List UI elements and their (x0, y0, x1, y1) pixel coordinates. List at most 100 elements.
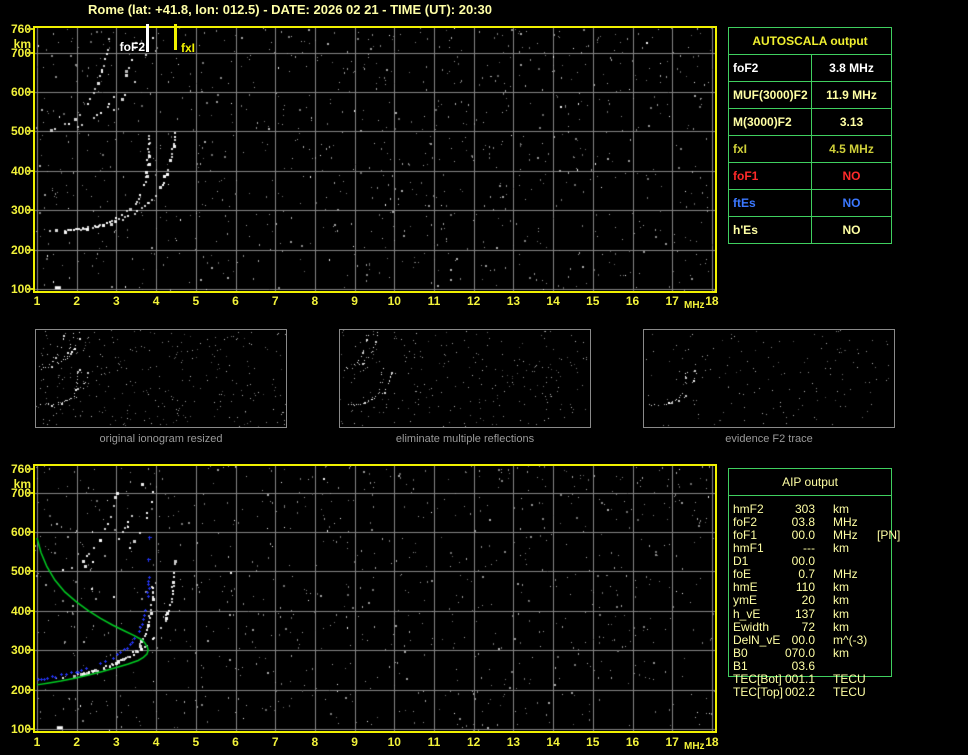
aip-unit: km (833, 645, 850, 660)
aip-row-hmf1: hmF1 --- km (728, 542, 892, 555)
y-axis-tick (27, 468, 33, 470)
fof2-marker-label: foF2 (119, 40, 145, 54)
aip-note: [PN] (877, 528, 901, 543)
parameter-value: NO (842, 196, 861, 210)
aip-row-b0: B0 070.0 km (728, 645, 892, 660)
aip-row-hve: h_vE 137 km (728, 606, 892, 621)
x-axis-label: 5 (192, 735, 200, 749)
aip-label: foE (733, 567, 752, 582)
x-axis-label: 6 (232, 294, 239, 308)
y-axis-tick (27, 248, 33, 251)
y-axis-label: 700 (10, 45, 31, 60)
x-axis-unit-label: MHz (684, 741, 705, 752)
aip-unit: TECU (833, 671, 866, 686)
aip-row-fof2: foF2 03.8 MHz (728, 516, 892, 529)
y-axis-label: 760 (10, 22, 31, 36)
autoscala-row-m3000f2: M(3000)F2 3.13 (729, 109, 891, 136)
autoscala-row-ftes: ftEs NO (729, 190, 891, 217)
x-axis-label: 17 (665, 294, 679, 308)
autoscala-table-header: AUTOSCALA output (729, 28, 891, 55)
y-axis-label: 300 (10, 643, 31, 658)
y-axis-tick (27, 169, 33, 172)
y-axis-label: 200 (10, 682, 31, 697)
thumbnail-canvas-original (36, 330, 286, 427)
x-axis-label: 1 (33, 735, 41, 749)
aip-unit: km (833, 619, 849, 634)
aip-unit: MHz (833, 528, 858, 543)
thumbnail-eliminate-reflections (339, 329, 591, 428)
aip-label: Ewidth (733, 619, 770, 634)
y-axis-tick (27, 51, 33, 54)
y-axis-unit-label: km (13, 477, 31, 491)
x-axis-label: 5 (192, 294, 200, 308)
x-axis-label: 14 (546, 735, 560, 749)
y-axis-label: 400 (10, 603, 31, 618)
parameter-name: M(3000)F2 (729, 109, 812, 135)
aip-value: 00.0 (791, 528, 815, 543)
aip-unit: km (833, 593, 849, 608)
aip-unit (833, 660, 877, 673)
y-axis-unit-label: km (13, 37, 31, 51)
aip-note (877, 542, 892, 555)
aip-value: 72 (801, 619, 815, 634)
aip-output-table: AIP output (728, 468, 892, 677)
x-axis-label: 10 (387, 735, 401, 749)
aip-note (877, 503, 892, 516)
aip-note (877, 634, 892, 647)
x-axis-label: 18 (705, 294, 719, 308)
parameter-name: foF2 (729, 55, 812, 81)
aip-value: 303 (794, 502, 815, 516)
parameter-value: 11.9 MHz (826, 88, 877, 102)
aip-note (877, 660, 892, 673)
x-axis-label: 4 (152, 735, 160, 749)
y-axis-tick (27, 91, 33, 94)
aip-label: B1 (733, 658, 748, 673)
aip-row-foe: foE 0.7 MHz (728, 568, 892, 581)
x-axis-label: 16 (625, 294, 640, 308)
aip-value: 137 (794, 606, 815, 621)
aip-label: DelN_vE (733, 632, 781, 647)
y-axis-tick (27, 649, 33, 652)
aip-value: 001.1 (785, 671, 816, 686)
bottom-ionogram-canvas (35, 466, 715, 731)
x-axis-label: 12 (467, 294, 481, 308)
parameter-name: ftEs (729, 190, 812, 216)
aip-value: 20 (801, 593, 815, 608)
aip-label: ymE (733, 593, 757, 608)
y-axis-label: 600 (10, 525, 31, 540)
x-axis-label: 1 (33, 294, 41, 308)
top-ionogram-plot (33, 26, 717, 293)
x-axis-label: 16 (625, 735, 640, 749)
aip-note (877, 686, 892, 699)
x-axis-label: 15 (586, 735, 600, 749)
aip-unit: MHz (833, 515, 858, 530)
aip-note (877, 516, 892, 529)
y-axis-tick (27, 688, 33, 691)
x-axis-label: 2 (73, 735, 81, 749)
aip-unit: km (833, 580, 849, 595)
x-axis-unit-label: MHz (684, 300, 705, 311)
x-axis-label: 18 (705, 735, 719, 749)
aip-row-hmf2: hmF2 303 km (728, 503, 892, 516)
parameter-name: h'Es (729, 217, 812, 243)
aip-row-ewidth: Ewidth 72 km (728, 619, 892, 634)
aip-note (877, 555, 892, 568)
aip-row-d1: D1 00.0 (728, 555, 892, 568)
x-axis-label: 8 (311, 735, 319, 749)
y-axis-label: 500 (10, 124, 31, 139)
x-axis-label: 7 (271, 294, 279, 308)
aip-value: 03.8 (791, 515, 815, 530)
parameter-name: MUF(3000)F2 (729, 82, 812, 108)
aip-label: B0 (733, 645, 748, 660)
y-axis-tick (27, 209, 33, 212)
aip-value: 070.0 (785, 645, 816, 660)
thumbnail-evidence-f2 (643, 329, 895, 428)
y-axis-tick (27, 288, 33, 290)
aip-note (877, 594, 892, 607)
aip-note (877, 568, 892, 581)
y-axis-label: 760 (10, 462, 31, 476)
parameter-name: fxI (729, 136, 812, 162)
x-axis-label: 12 (467, 735, 481, 749)
parameter-name: foF1 (729, 163, 812, 189)
